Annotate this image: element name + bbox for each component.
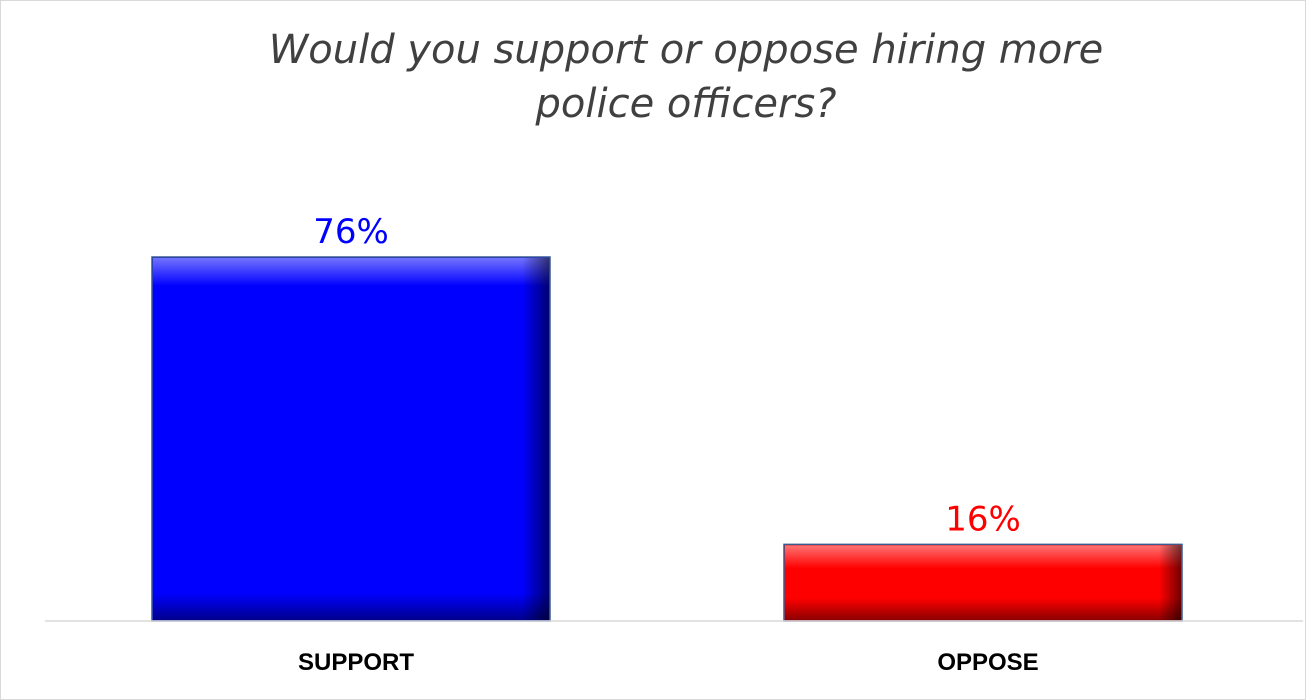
- chart-title-line-2: police officers?: [535, 81, 837, 127]
- bar-series: 76% SUPPORT 16% OPPOSE: [151, 212, 1183, 676]
- category-label-support: SUPPORT: [298, 649, 414, 676]
- category-label-oppose: OPPOSE: [937, 649, 1038, 676]
- chart-title-line-1: Would you support or oppose hiring more: [269, 27, 1104, 73]
- data-label-support: 76%: [313, 212, 389, 252]
- data-label-oppose: 16%: [945, 499, 1021, 539]
- bar-support: [151, 256, 551, 622]
- bar-oppose: [783, 543, 1183, 622]
